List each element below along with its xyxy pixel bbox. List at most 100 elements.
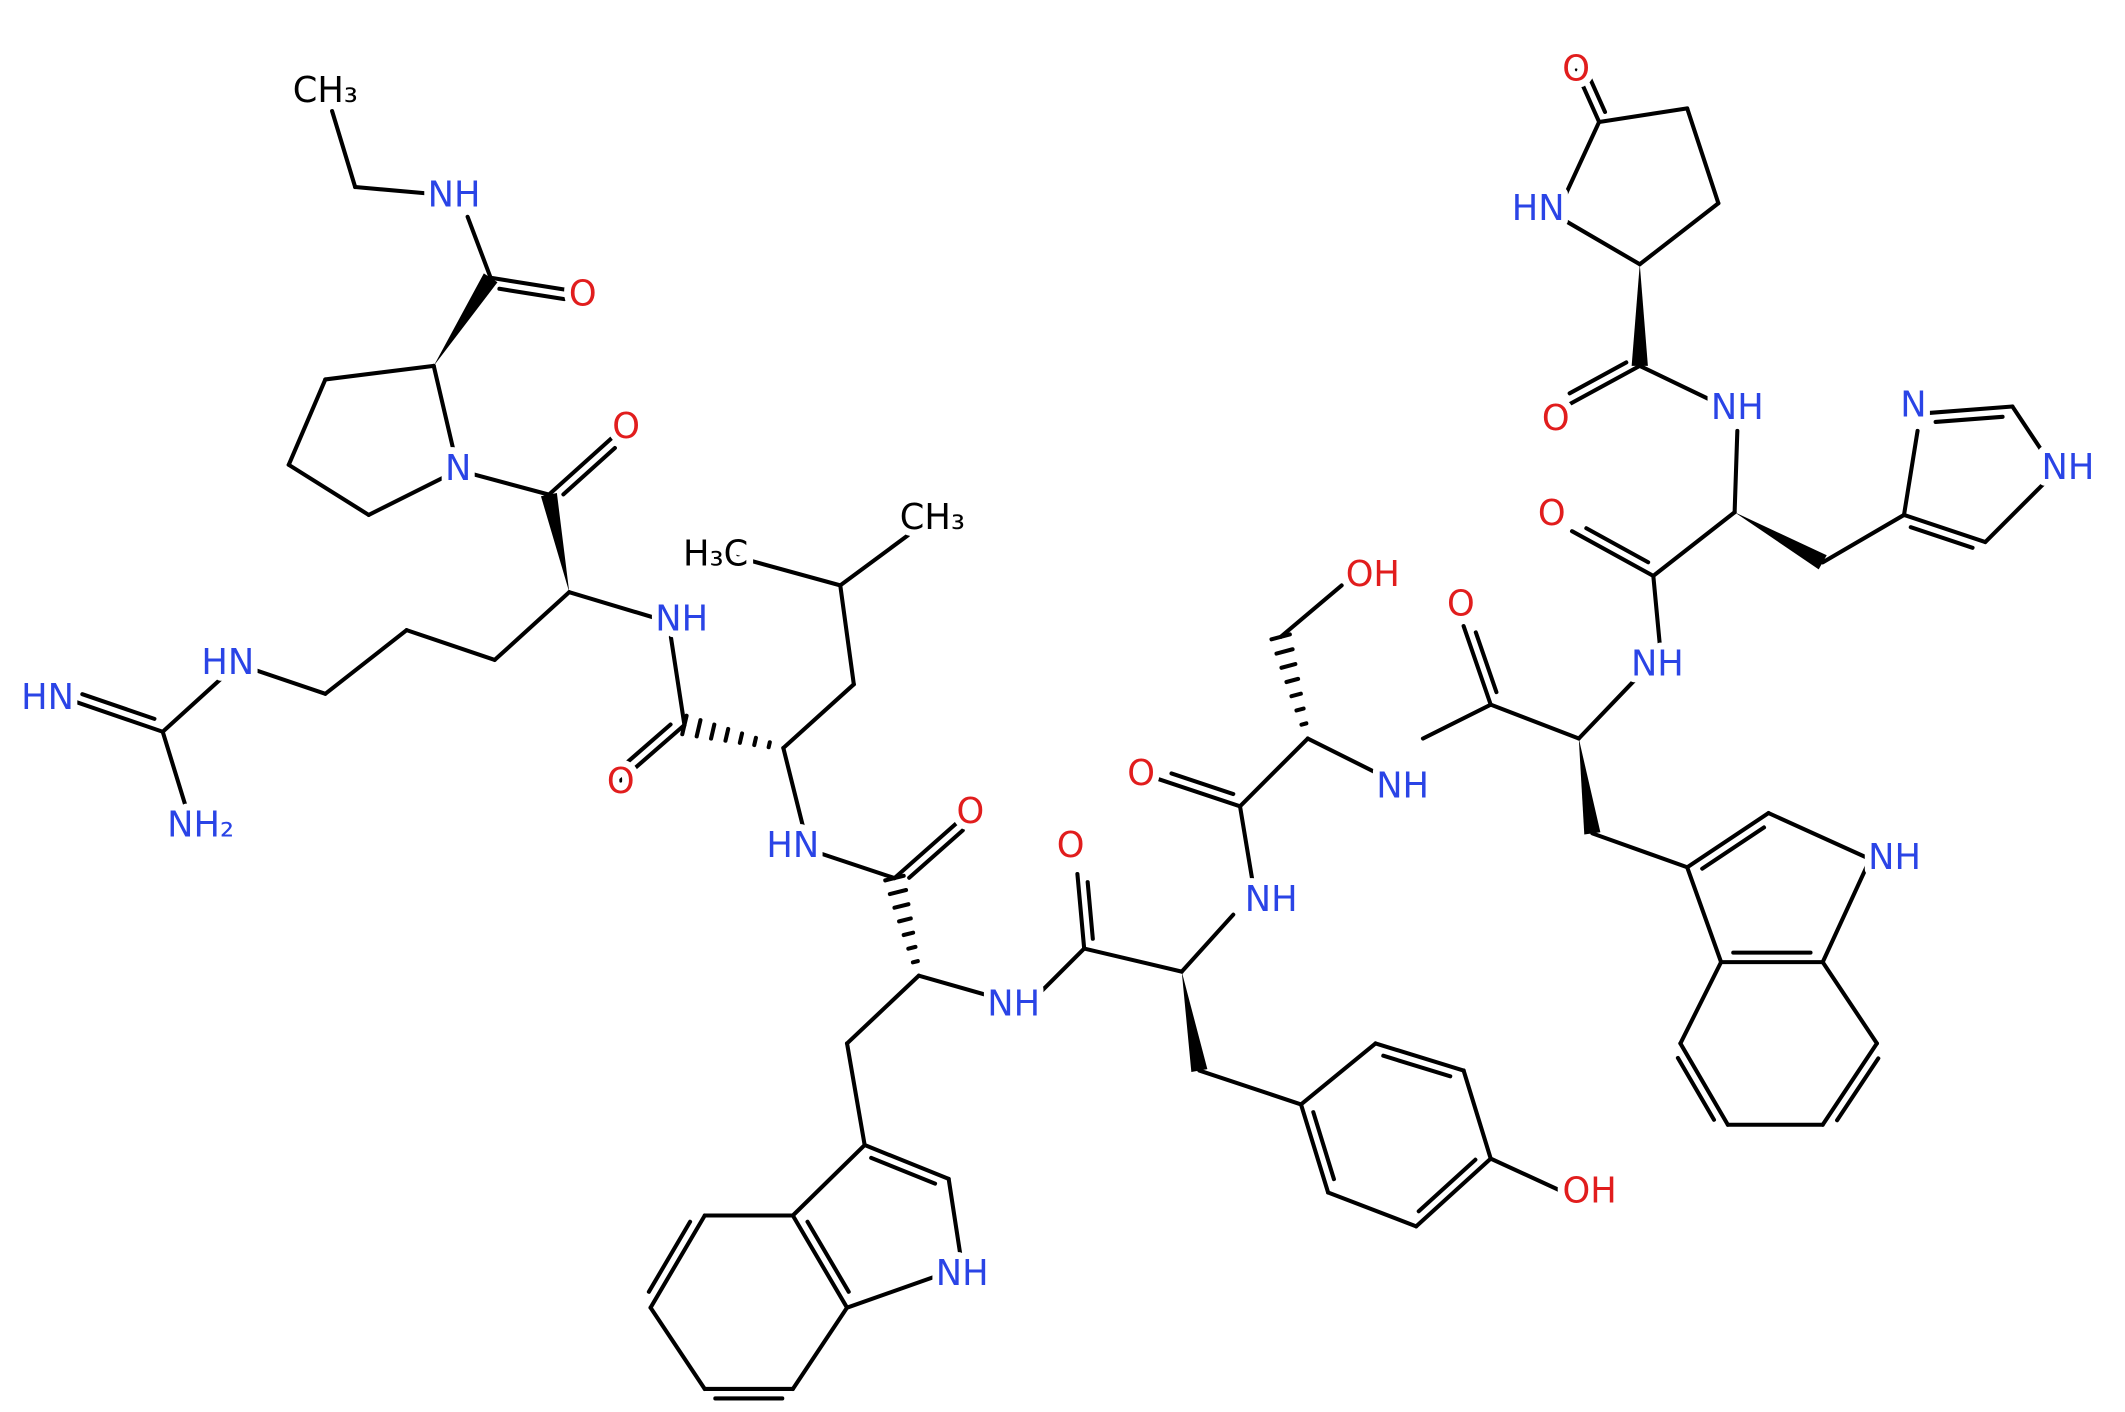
bond bbox=[1637, 363, 1713, 402]
bond bbox=[1373, 1041, 1466, 1073]
hash-bond bbox=[897, 916, 913, 924]
bond bbox=[431, 363, 461, 473]
bond bbox=[1420, 702, 1493, 741]
hash-bond bbox=[1294, 706, 1306, 713]
bond bbox=[790, 1305, 850, 1391]
hash-bond bbox=[1289, 691, 1303, 699]
hash-bond bbox=[694, 718, 703, 739]
bond bbox=[488, 275, 579, 294]
wedge-bond bbox=[540, 492, 570, 593]
double-bond bbox=[1835, 1056, 1881, 1123]
atom-label: NH bbox=[936, 1253, 989, 1294]
bond bbox=[1922, 404, 2015, 416]
atom-label: O bbox=[1538, 493, 1566, 534]
bond bbox=[456, 468, 551, 497]
bond bbox=[1179, 912, 1236, 974]
bond bbox=[1197, 1068, 1304, 1107]
atom-label: HN bbox=[21, 677, 74, 718]
atom-label: O bbox=[1447, 584, 1475, 625]
atom-label: NH bbox=[1376, 765, 1429, 806]
double-bond bbox=[497, 286, 567, 302]
double-bond bbox=[1169, 771, 1236, 797]
hash-bond bbox=[766, 740, 772, 750]
bond bbox=[1685, 106, 1721, 206]
double-bond bbox=[869, 1155, 938, 1186]
hash-bond bbox=[737, 731, 745, 745]
atom-label: NH bbox=[655, 599, 708, 640]
hash-bond bbox=[752, 735, 758, 748]
bond bbox=[790, 1213, 850, 1310]
bond bbox=[1651, 510, 1737, 578]
atom-label: N bbox=[1900, 385, 1926, 426]
double-bond bbox=[907, 828, 965, 880]
atom-label: NH bbox=[428, 174, 481, 215]
bond bbox=[1563, 363, 1642, 409]
bond bbox=[845, 1264, 965, 1310]
bond bbox=[790, 1143, 867, 1218]
bond bbox=[1305, 736, 1392, 782]
double-bond bbox=[1567, 360, 1629, 396]
atom-label: O bbox=[607, 761, 635, 802]
bond bbox=[1732, 428, 1740, 515]
bond bbox=[1156, 777, 1243, 809]
double-bond bbox=[1085, 880, 1095, 941]
hash-bond bbox=[887, 887, 909, 897]
bond bbox=[845, 973, 921, 1046]
bond bbox=[404, 628, 497, 662]
atom-label: NH bbox=[1245, 879, 1298, 920]
bond bbox=[330, 109, 358, 190]
bond bbox=[1237, 736, 1310, 809]
bond bbox=[546, 431, 619, 497]
atom-label: OH bbox=[1346, 554, 1400, 595]
bond bbox=[1590, 831, 1690, 870]
bond bbox=[1901, 428, 1920, 517]
double-bond bbox=[805, 1219, 851, 1294]
bond bbox=[1820, 512, 1907, 565]
wedge-bond bbox=[433, 273, 498, 366]
double-bond bbox=[620, 722, 673, 769]
bond bbox=[1678, 960, 1724, 1046]
bond bbox=[1556, 214, 1642, 267]
bond bbox=[1082, 946, 1184, 974]
bond bbox=[1569, 529, 1656, 578]
hash-bond bbox=[883, 873, 906, 883]
bond bbox=[1597, 106, 1690, 124]
bond bbox=[1488, 702, 1581, 741]
hash-bond bbox=[723, 726, 731, 743]
bond bbox=[1034, 946, 1087, 999]
bond bbox=[1298, 1041, 1378, 1107]
bond bbox=[323, 363, 436, 382]
bond bbox=[1556, 119, 1602, 213]
bond bbox=[811, 848, 897, 881]
hash-bond bbox=[892, 902, 911, 910]
bond bbox=[1298, 1102, 1331, 1195]
double-bond bbox=[1381, 1053, 1453, 1079]
bond bbox=[366, 468, 461, 517]
bond bbox=[618, 722, 687, 783]
bond bbox=[2010, 404, 2056, 470]
bond bbox=[1685, 811, 1771, 870]
wedge-bond bbox=[1181, 971, 1208, 1072]
bond bbox=[838, 583, 856, 687]
double-bond bbox=[1700, 825, 1767, 871]
atom-label: O bbox=[569, 273, 597, 314]
bond bbox=[1075, 871, 1087, 951]
hash-bond bbox=[910, 959, 920, 965]
bond bbox=[1901, 512, 1988, 545]
bond bbox=[1461, 1068, 1493, 1161]
bond bbox=[323, 628, 409, 696]
bonds bbox=[65, 68, 2056, 1401]
atom-label: O bbox=[1562, 48, 1590, 89]
bond bbox=[1820, 1041, 1879, 1127]
atom-label: HN bbox=[766, 825, 819, 866]
bond bbox=[1576, 672, 1642, 741]
atom-label: CH₃ bbox=[293, 70, 358, 111]
bond bbox=[862, 1143, 951, 1181]
double-bond bbox=[1473, 630, 1499, 695]
hash-bond bbox=[1274, 647, 1295, 656]
bond bbox=[916, 973, 1016, 1005]
bond bbox=[1820, 857, 1873, 965]
atom-label: CH₃ bbox=[900, 497, 965, 538]
bond bbox=[648, 1305, 707, 1391]
